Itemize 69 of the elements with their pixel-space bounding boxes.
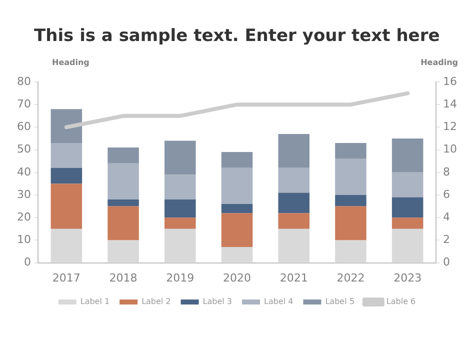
x-tick-label: 2019 — [166, 271, 194, 284]
legend-label: Lable 6 — [386, 297, 416, 306]
legend-label: Label 3 — [202, 297, 232, 306]
y-tick-label: 30 — [16, 188, 31, 201]
bar — [335, 158, 366, 195]
x-tick-label: 2021 — [280, 271, 308, 284]
y-tick-label: 80 — [16, 74, 31, 88]
bar — [278, 134, 310, 168]
legend-label: Label 4 — [264, 297, 294, 306]
bar — [108, 163, 139, 200]
x-tick-label: 2023 — [394, 271, 422, 284]
x-tick-label: 2018 — [109, 271, 138, 284]
y2-tick-label: 16 — [443, 74, 458, 88]
x-tick-label: 2022 — [336, 271, 365, 284]
bar — [164, 174, 196, 200]
bar — [221, 246, 253, 262]
chart-title: This is a sample text. Enter your text here — [33, 25, 441, 48]
bar — [164, 228, 196, 262]
y-tick-label: 60 — [16, 120, 31, 134]
bar — [50, 109, 82, 144]
bar — [335, 143, 366, 159]
bar — [278, 192, 310, 214]
y-tick-label: 40 — [16, 165, 31, 178]
bar — [392, 228, 424, 262]
bar — [50, 228, 82, 262]
y-axis-title: Heading — [52, 58, 90, 67]
bar — [221, 152, 253, 168]
legend-label: Label 5 — [325, 297, 354, 306]
bar — [108, 200, 139, 206]
bar — [164, 200, 196, 218]
bar — [164, 140, 196, 175]
y2-tick-label: 0 — [443, 256, 450, 269]
bar — [278, 213, 310, 229]
y2-tick-label: 8 — [443, 165, 450, 178]
x-tick-label: 2017 — [52, 271, 80, 284]
y2-tick-label: 4 — [443, 210, 450, 224]
y2-tick-label: 2 — [443, 233, 450, 246]
bar — [221, 204, 253, 214]
bar — [335, 195, 366, 206]
legend-label: Label 1 — [80, 297, 110, 306]
bar — [278, 168, 310, 193]
bar — [335, 206, 366, 240]
y-tick-label: 0 — [24, 256, 31, 269]
y2-axis-title: Heading — [420, 58, 458, 67]
y-tick-label: 10 — [16, 233, 31, 246]
y-tick-label: 20 — [16, 210, 31, 224]
bar — [50, 184, 82, 229]
bar — [278, 228, 310, 262]
y-tick-label: 70 — [16, 97, 31, 110]
bar — [392, 172, 424, 198]
bar — [108, 240, 139, 262]
bar — [108, 206, 139, 240]
y2-tick-label: 10 — [443, 142, 458, 156]
x-tick-label: 2020 — [223, 271, 251, 284]
y2-tick-label: 6 — [443, 188, 450, 201]
legend-label: Label 2 — [142, 297, 171, 306]
bar — [221, 213, 253, 247]
bar — [164, 218, 196, 229]
bar — [108, 148, 139, 164]
y-tick-label: 50 — [16, 142, 31, 156]
bar — [335, 240, 366, 262]
bar — [50, 168, 82, 184]
y2-tick-label: 12 — [443, 120, 458, 134]
bar — [392, 138, 424, 172]
y2-tick-label: 14 — [443, 97, 458, 110]
bar — [392, 218, 424, 229]
bar — [50, 143, 82, 168]
bar — [392, 197, 424, 218]
bar — [221, 168, 253, 204]
